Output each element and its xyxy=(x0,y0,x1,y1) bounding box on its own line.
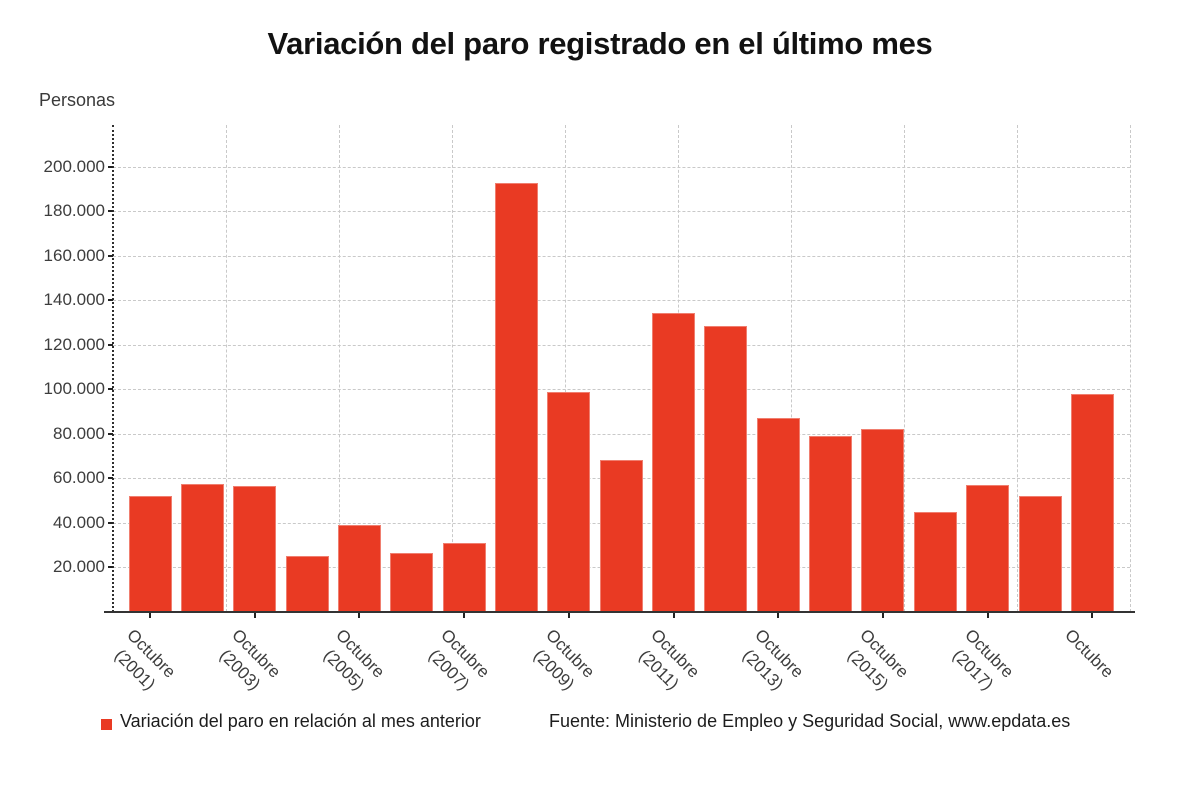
bar[interactable] xyxy=(861,428,905,613)
x-axis-tick-label: Octubre (2017) xyxy=(948,625,1018,694)
bar[interactable] xyxy=(913,512,957,613)
y-axis-tick xyxy=(108,165,113,168)
y-axis-tick-label: 200.000 xyxy=(43,156,105,176)
y-axis-tick xyxy=(108,343,113,346)
x-axis-tick xyxy=(1091,613,1094,618)
x-axis-tick xyxy=(149,613,151,618)
horizontal-gridline xyxy=(113,211,1130,213)
vertical-gridline xyxy=(452,125,453,612)
y-axis-tick-label: 180.000 xyxy=(43,201,105,221)
x-axis-tick xyxy=(986,613,989,618)
y-axis-line xyxy=(112,125,114,612)
bar[interactable] xyxy=(966,485,1010,613)
chart-title: Variación del paro registrado en el últi… xyxy=(267,26,933,61)
x-axis-tick-label: Octubre (2001) xyxy=(110,625,180,694)
horizontal-gridline xyxy=(113,433,1130,435)
horizontal-gridline xyxy=(113,255,1130,257)
horizontal-gridline xyxy=(113,344,1130,346)
y-axis-tick xyxy=(108,432,113,435)
x-axis-tick xyxy=(463,613,466,618)
vertical-gridline xyxy=(339,125,340,612)
y-axis-tick-label: 60.000 xyxy=(53,468,105,488)
vertical-gridline xyxy=(565,125,566,612)
x-axis-tick-label: Octubre (2003) xyxy=(215,625,285,694)
bar[interactable] xyxy=(704,326,748,613)
y-axis-tick xyxy=(108,566,113,569)
horizontal-gridline xyxy=(113,300,1130,302)
y-axis-tick xyxy=(108,299,113,302)
horizontal-gridline xyxy=(113,166,1130,168)
x-axis-line xyxy=(104,611,1135,613)
y-axis-tick-label: 160.000 xyxy=(43,245,105,265)
bar[interactable] xyxy=(337,524,381,613)
x-axis-tick-label: Octubre (2005) xyxy=(320,625,389,694)
y-axis-tick xyxy=(108,388,113,391)
bar[interactable] xyxy=(233,485,277,613)
x-axis-tick xyxy=(358,613,361,618)
vertical-gridline xyxy=(1017,125,1018,612)
bar[interactable] xyxy=(180,483,224,613)
bar[interactable] xyxy=(756,418,800,613)
bar[interactable] xyxy=(1018,495,1062,613)
x-axis-tick xyxy=(881,613,884,618)
y-axis-title: Personas xyxy=(39,90,116,110)
y-axis-tick xyxy=(108,477,113,480)
y-axis-tick-label: 40.000 xyxy=(53,512,105,532)
bar[interactable] xyxy=(809,435,853,613)
x-axis-tick-label: Octubre xyxy=(1061,625,1118,682)
bar[interactable] xyxy=(442,542,486,613)
y-axis-tick-label: 100.000 xyxy=(43,379,105,399)
x-axis-tick-label: Octubre (2015) xyxy=(843,625,913,694)
x-axis-tick-label: Octubre (2011) xyxy=(634,625,703,694)
bar[interactable] xyxy=(285,556,329,613)
vertical-gridline xyxy=(904,125,905,612)
vertical-gridline xyxy=(791,125,792,612)
y-axis-tick xyxy=(108,521,113,524)
source-label: Fuente: Ministerio de Empleo y Seguridad… xyxy=(549,711,1071,731)
y-axis-tick-label: 20.000 xyxy=(53,557,105,577)
x-axis-tick xyxy=(567,613,570,618)
y-axis-tick-label: 140.000 xyxy=(43,290,105,310)
vertical-gridline xyxy=(226,125,227,612)
bar[interactable] xyxy=(494,182,538,613)
x-axis-tick-label: Octubre (2009) xyxy=(529,625,599,694)
y-axis-tick xyxy=(108,210,113,213)
legend-label: Variación del paro en relación al mes an… xyxy=(120,711,481,731)
x-axis-tick xyxy=(253,613,256,618)
x-axis-tick xyxy=(777,613,780,618)
bar[interactable] xyxy=(652,313,696,613)
bar[interactable] xyxy=(599,460,643,613)
bar[interactable] xyxy=(128,496,172,613)
bar[interactable] xyxy=(390,552,434,613)
legend-swatch-icon xyxy=(101,719,112,730)
y-axis-tick-label: 80.000 xyxy=(53,423,105,443)
x-axis-tick-label: Octubre (2007) xyxy=(425,625,494,694)
x-axis-tick xyxy=(672,613,675,618)
y-axis-tick-label: 120.000 xyxy=(43,334,105,354)
vertical-gridline xyxy=(1130,125,1131,612)
horizontal-gridline xyxy=(113,389,1130,391)
x-axis-tick-label: Octubre (2013) xyxy=(739,625,808,694)
bar[interactable] xyxy=(547,391,591,613)
y-axis-tick xyxy=(108,254,113,257)
bar[interactable] xyxy=(1070,393,1114,613)
